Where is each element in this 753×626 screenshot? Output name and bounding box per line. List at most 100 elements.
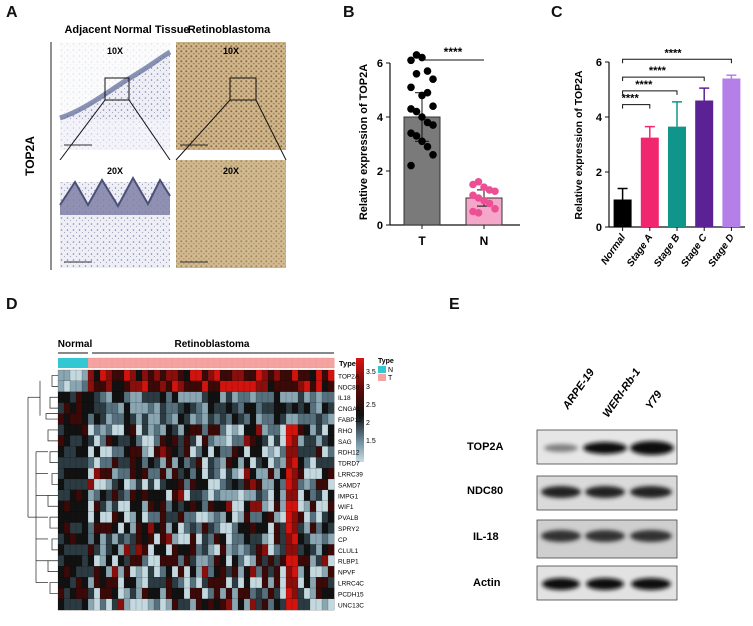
heatmap-cell <box>309 522 317 534</box>
heatmap-cell <box>297 424 305 436</box>
heatmap-cell <box>93 435 101 447</box>
heatmap-cell <box>207 598 215 611</box>
heatmap-cell <box>243 468 251 480</box>
heatmap-cell <box>189 446 197 458</box>
heatmap-cell <box>147 598 155 611</box>
heatmap-cell <box>117 522 125 534</box>
blot-strip-il18 <box>536 519 678 559</box>
heatmap-cell <box>291 533 299 545</box>
heatmap-cell <box>231 435 239 447</box>
heatmap-cell <box>285 413 293 425</box>
heatmap-cell <box>141 598 149 611</box>
heatmap-cell <box>195 533 203 545</box>
heatmap-cell <box>111 468 119 480</box>
heatmap-cell <box>99 468 107 480</box>
heatmap-cell <box>111 522 119 534</box>
heatmap-cell <box>201 489 209 502</box>
heatmap-cell <box>201 369 209 382</box>
heatmap-cell <box>195 402 203 414</box>
heatmap-cell <box>327 413 335 425</box>
scale-2: 2 <box>366 420 370 427</box>
heatmap-cell <box>243 555 251 567</box>
heatmap-cell <box>153 391 161 404</box>
panel-label-c: C <box>551 4 563 21</box>
heatmap-cell <box>165 587 173 600</box>
heatmap-cell <box>159 402 167 414</box>
heatmap-cell <box>237 577 245 589</box>
heatmap-cell <box>225 587 233 600</box>
heatmap-cell <box>225 566 233 578</box>
heatmap-cell <box>75 544 83 556</box>
heatmap-cell <box>99 511 107 523</box>
heatmap-cell <box>243 478 251 491</box>
chart-c-xtick-label: Stage A <box>625 232 655 269</box>
heatmap-cell <box>159 424 167 436</box>
heatmap-cell <box>105 598 113 611</box>
heatmap-cell <box>147 511 155 523</box>
blot-strip-actin <box>536 565 678 601</box>
heatmap-cell <box>123 544 131 556</box>
heatmap-dendrogram-branch <box>51 473 58 485</box>
lane-label-weri: WERI-Rb-1 <box>601 366 643 419</box>
heatmap-cell <box>171 413 179 425</box>
heatmap-cell <box>153 402 161 414</box>
heatmap-cell <box>255 500 263 513</box>
heatmap-cell <box>153 413 161 425</box>
heatmap-cell <box>183 446 191 458</box>
heatmap-cell <box>279 577 287 589</box>
heatmap-cell <box>153 511 161 523</box>
heatmap-cell <box>153 435 161 447</box>
heatmap-cell <box>207 468 215 480</box>
heatmap-cell <box>123 555 131 567</box>
chart-c-sig-bracket <box>622 104 651 109</box>
heatmap-cell <box>63 555 71 567</box>
heatmap-cell <box>147 402 155 414</box>
heatmap-cell <box>279 369 287 382</box>
heatmap-type-cell <box>123 357 131 369</box>
heatmap-cell <box>123 424 131 436</box>
heatmap-cell <box>243 402 251 414</box>
heatmap-cell <box>297 555 305 567</box>
heatmap-cell <box>213 457 221 469</box>
heatmap-cell <box>219 391 227 404</box>
chart-c-ytick-label: 4 <box>596 112 603 124</box>
heatmap-cell <box>201 402 209 414</box>
heatmap-cell <box>63 587 71 600</box>
heatmap-cell <box>219 522 227 534</box>
heatmap-cell <box>165 413 173 425</box>
heatmap-cell <box>183 391 191 404</box>
heatmap-cell <box>219 380 227 393</box>
heatmap-cell <box>249 435 257 447</box>
heatmap-cell <box>327 369 335 382</box>
panel-e-western-blot: ARPE-19 WERI-Rb-1 Y79 TOP2A NDC80 IL-18 … <box>467 366 678 601</box>
heatmap-cell <box>57 577 65 589</box>
heatmap-cell <box>195 413 203 425</box>
heatmap-cell <box>171 511 179 523</box>
heatmap-cell <box>135 522 143 534</box>
heatmap-cell <box>99 369 107 382</box>
heatmap-cell <box>93 500 101 513</box>
legend-n-swatch <box>378 366 386 373</box>
heatmap-cell <box>63 457 71 469</box>
heatmap-cell <box>243 369 251 382</box>
heatmap-cell <box>171 489 179 502</box>
heatmap-cell <box>75 468 83 480</box>
heatmap-cell <box>207 522 215 534</box>
heatmap-cell <box>105 402 113 414</box>
heatmap-cell <box>225 555 233 567</box>
heatmap-cell <box>297 380 305 393</box>
heatmap-cell <box>201 598 209 611</box>
heatmap-cell <box>219 446 227 458</box>
heatmap-cell <box>171 566 179 578</box>
heatmap-cell <box>225 598 233 611</box>
heatmap-cell <box>171 424 179 436</box>
heatmap-cell <box>273 555 281 567</box>
heatmap-cell <box>291 413 299 425</box>
heatmap-cell <box>171 402 179 414</box>
heatmap-cell <box>93 380 101 393</box>
heatmap-cell <box>57 413 65 425</box>
heatmap-cell <box>57 468 65 480</box>
heatmap-cell <box>225 424 233 436</box>
heatmap-cell <box>237 468 245 480</box>
heatmap-cell <box>105 500 113 513</box>
